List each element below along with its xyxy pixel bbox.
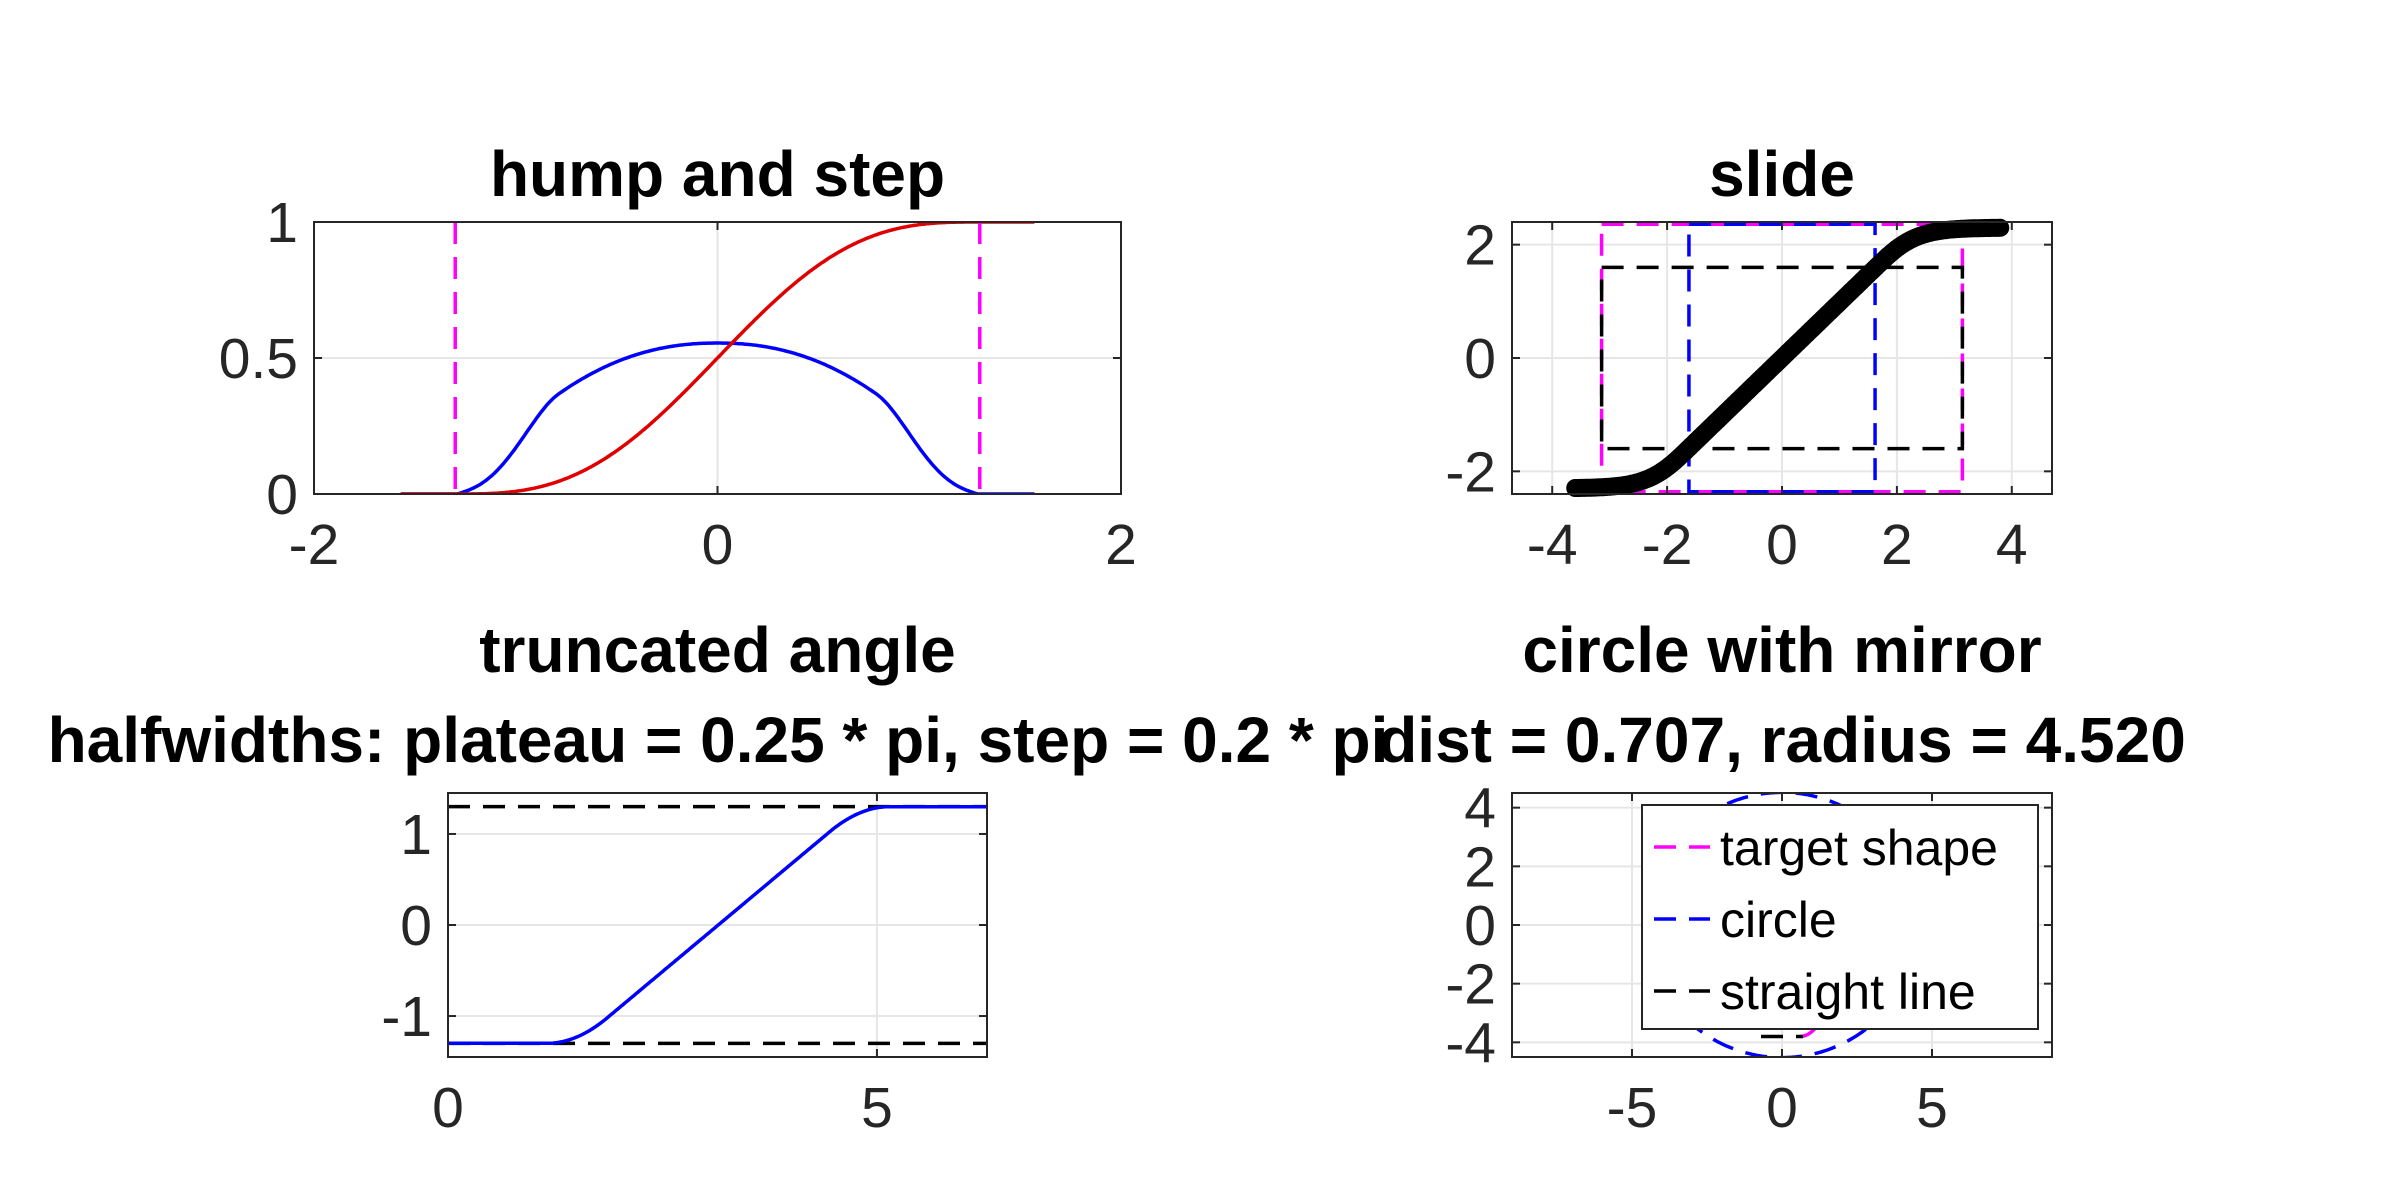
y-tick-label: -2 (1445, 953, 1496, 1017)
series-line-angle (448, 804, 987, 1046)
chart-title: slide (1709, 138, 1855, 210)
chart-subtitle: dist = 0.707, radius = 4.520 (1378, 704, 2186, 776)
x-tick-label: -2 (1642, 513, 1693, 577)
y-tick-label: -4 (1445, 1011, 1496, 1075)
y-tick-label: 2 (1464, 214, 1496, 278)
x-tick-label: -2 (289, 513, 340, 577)
chart-slide: -4 -2 0 2 4 -2 0 2 slide (1445, 138, 2053, 577)
x-tick-label: 0 (1766, 1076, 1798, 1140)
series-line-step (400, 222, 1035, 494)
series-box (1599, 265, 1965, 451)
legend-entry-label: straight line (1720, 964, 1976, 1020)
series-line-slide (1566, 218, 2010, 497)
chart-title: truncated angle (479, 614, 956, 686)
y-tick-label: 2 (1464, 835, 1496, 899)
legend-entry-label: circle (1720, 892, 1837, 948)
y-tick-label: -2 (1445, 440, 1496, 504)
x-tick-label: 2 (1105, 513, 1137, 577)
x-tick-label: 5 (861, 1076, 893, 1140)
y-tick-label: 0 (266, 463, 298, 527)
series-group (400, 222, 1035, 494)
x-tick-label: -5 (1607, 1076, 1658, 1140)
chart-subtitle: halfwidths: plateau = 0.25 * pi, step = … (48, 704, 1389, 776)
x-tick-label: 4 (1996, 513, 2028, 577)
y-tick-label: 0 (1464, 894, 1496, 958)
legend-entry-label: target shape (1720, 820, 1998, 876)
y-tick-label: 0.5 (219, 327, 298, 391)
series-group (448, 804, 987, 1046)
y-tick-label: 4 (1464, 777, 1496, 841)
x-tick-label: -4 (1527, 513, 1578, 577)
y-tick-label: -1 (381, 985, 432, 1049)
x-tick-label: 5 (1916, 1076, 1948, 1140)
chart-title: circle with mirror (1522, 614, 2041, 686)
x-tick-label: 2 (1881, 513, 1913, 577)
chart-title: hump and step (490, 138, 945, 210)
legend: target shape circle straight line (1641, 804, 2039, 1030)
y-tick-label: 0 (400, 894, 432, 958)
x-tick-label: 0 (1766, 513, 1798, 577)
y-tick-label: 1 (400, 803, 432, 867)
y-tick-label: 1 (266, 191, 298, 255)
x-tick-label: 0 (702, 513, 734, 577)
y-tick-label: 0 (1464, 327, 1496, 391)
series-line-hump (400, 341, 1035, 494)
x-tick-label: 0 (432, 1076, 464, 1140)
